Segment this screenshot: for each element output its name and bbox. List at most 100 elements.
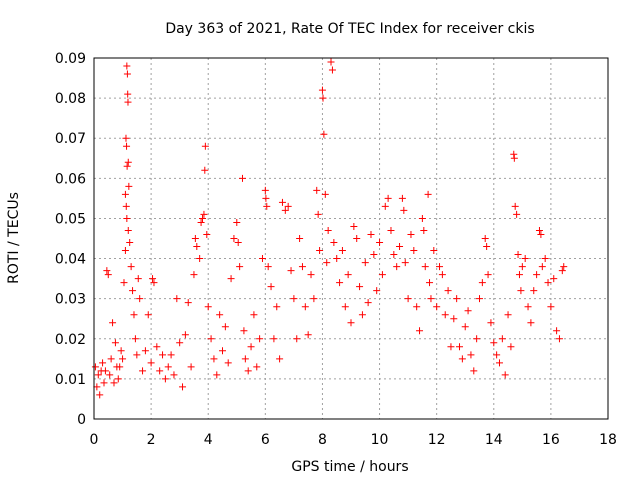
data-point [240, 327, 248, 335]
data-point [447, 343, 455, 351]
data-point [296, 235, 304, 242]
data-point [458, 355, 466, 363]
data-point [361, 259, 369, 267]
data-point [110, 379, 118, 387]
data-point [173, 295, 181, 303]
data-point [290, 295, 298, 303]
data-point [421, 263, 429, 271]
data-point [126, 239, 134, 247]
data-point [253, 363, 261, 371]
data-point [344, 271, 352, 279]
data-point [410, 247, 418, 255]
data-point [438, 271, 446, 279]
data-point [204, 303, 212, 311]
data-point [199, 214, 207, 222]
data-point [338, 247, 346, 255]
data-point [164, 363, 172, 371]
plot-frame [93, 57, 609, 420]
data-point [538, 263, 546, 271]
data-point [378, 271, 386, 279]
data-point [524, 303, 532, 311]
data-point [507, 343, 515, 351]
data-point [381, 202, 389, 210]
data-point [238, 174, 246, 182]
data-point [515, 271, 523, 279]
data-point [267, 283, 275, 291]
data-point [490, 339, 498, 347]
data-point [511, 202, 519, 210]
data-point [123, 162, 131, 170]
data-point [478, 279, 486, 287]
data-point [219, 347, 226, 355]
data-point [400, 206, 408, 214]
y-tick-label: 0.08 [55, 91, 86, 107]
data-point [127, 263, 135, 271]
data-point [241, 355, 249, 363]
data-point [430, 247, 438, 255]
data-point [404, 295, 412, 303]
data-point [484, 271, 492, 279]
data-point [501, 371, 509, 379]
data-point [444, 287, 452, 295]
data-point [483, 243, 491, 251]
data-point [124, 98, 132, 106]
x-tick-label: 16 [542, 432, 560, 448]
data-point [513, 210, 521, 218]
data-point [161, 375, 169, 383]
data-point [123, 62, 131, 70]
grid-lines [94, 58, 608, 419]
data-point [333, 255, 341, 263]
data-point [125, 182, 133, 190]
data-point [518, 263, 526, 271]
data-point [453, 295, 461, 303]
data-point [170, 371, 178, 379]
data-point [387, 226, 395, 234]
data-point [258, 255, 266, 263]
data-point [407, 230, 415, 238]
data-point [213, 371, 221, 379]
data-point [216, 311, 224, 319]
data-point [134, 275, 142, 283]
data-point [96, 391, 104, 399]
y-tick-label: 0.07 [55, 131, 86, 147]
data-point [476, 295, 483, 303]
data-point [150, 279, 158, 287]
data-point [473, 335, 481, 343]
data-point [367, 230, 375, 238]
data-point [510, 150, 518, 158]
data-point [201, 166, 209, 174]
data-point [517, 287, 525, 295]
y-axis-label: ROTI / TECUs [6, 192, 22, 284]
data-point [319, 94, 327, 102]
data-point [191, 235, 199, 242]
data-point [384, 194, 392, 202]
data-point [498, 335, 506, 343]
data-point [426, 279, 434, 287]
data-point [281, 206, 289, 214]
data-point [307, 271, 315, 279]
data-point [416, 327, 424, 335]
data-point [184, 299, 192, 307]
data-point [120, 279, 128, 287]
data-point [393, 263, 401, 271]
x-tick-label: 2 [147, 432, 156, 448]
x-tick-label: 18 [599, 432, 617, 448]
data-point [149, 275, 157, 283]
chart-title: Day 363 of 2021, Rate Of TEC Index for r… [165, 21, 534, 37]
data-point [224, 359, 232, 367]
data-point [111, 339, 119, 347]
data-point [413, 303, 421, 311]
data-point [470, 367, 478, 375]
x-tick-label: 0 [90, 432, 99, 448]
data-point [535, 226, 543, 234]
data-point [304, 331, 312, 339]
data-point [320, 130, 328, 138]
data-point [433, 303, 441, 311]
data-point [264, 263, 272, 271]
data-point [370, 251, 378, 259]
data-point [250, 311, 258, 319]
data-point [495, 359, 503, 367]
data-point [464, 307, 472, 315]
data-point [420, 226, 428, 234]
x-tick-label: 8 [318, 432, 327, 448]
